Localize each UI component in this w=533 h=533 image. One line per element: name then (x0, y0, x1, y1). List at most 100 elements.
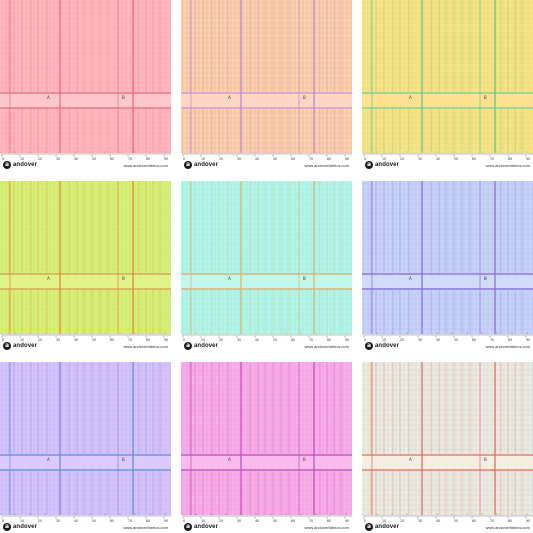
andover-logo-icon: a (3, 342, 11, 350)
ruler-number: 90 (526, 519, 530, 522)
ruler-number: 20 (400, 338, 404, 341)
fabric-swatch-yellow: A B 0 10 20 30 40 50 60 70 80 90 a andover www.andover… (362, 0, 533, 171)
ruler-number: 70 (309, 519, 313, 522)
band-label-b: B (303, 457, 306, 462)
ruler-number: 50 (454, 519, 458, 522)
ruler-number: 80 (508, 338, 512, 341)
ruler-number: 20 (400, 519, 404, 522)
ruler-number: 50 (454, 338, 458, 341)
selvage-ruler: 0 10 20 30 40 50 60 70 80 90 (1, 153, 171, 160)
ruler-number: 10 (382, 519, 386, 522)
brand-mark: a andover (3, 523, 37, 531)
ruler-number: 60 (472, 519, 476, 522)
brand-mark: a andover (184, 342, 218, 350)
ruler-number: 50 (454, 157, 458, 160)
ruler-number: 70 (490, 338, 494, 341)
ruler-number: 80 (327, 519, 331, 522)
ruler-number: 70 (128, 338, 132, 341)
brand-name: andover (375, 524, 400, 530)
band-label-a: A (228, 457, 231, 462)
ruler-number: 10 (201, 519, 205, 522)
measurement-band (362, 92, 533, 109)
brand-mark: a andover (184, 523, 218, 531)
ruler-number: 0 (2, 338, 4, 341)
andover-logo-icon: a (3, 161, 11, 169)
selvage-ruler: 0 10 20 30 40 50 60 70 80 90 (363, 515, 533, 522)
band-label-b: B (484, 95, 487, 100)
ruler-number: 10 (20, 519, 24, 522)
selvage-strip: 0 10 20 30 40 50 60 70 80 90 a andover www.andoverfa… (181, 334, 352, 352)
fabric-swatch-magenta: A B 0 10 20 30 40 50 60 70 80 90 a andover www.andover… (181, 362, 352, 533)
ruler-number: 20 (219, 338, 223, 341)
selvage-strip: 0 10 20 30 40 50 60 70 80 90 a andover www.andoverfa… (362, 515, 533, 533)
ruler-number: 60 (291, 519, 295, 522)
ruler-number: 0 (183, 519, 185, 522)
website-url: www.andoverfabrics.com (485, 163, 530, 168)
ruler-number: 40 (74, 338, 78, 341)
ruler-number: 60 (291, 157, 295, 160)
ruler-number: 60 (291, 338, 295, 341)
band-label-b: B (484, 276, 487, 281)
brand-name: andover (13, 343, 38, 349)
ruler-number: 30 (237, 157, 241, 160)
ruler-number: 20 (400, 157, 404, 160)
ruler-number: 10 (20, 157, 24, 160)
selvage-ruler: 0 10 20 30 40 50 60 70 80 90 (182, 334, 352, 341)
ruler-number: 80 (508, 157, 512, 160)
brand-name: andover (194, 343, 219, 349)
brand-mark: a andover (365, 342, 399, 350)
ruler-number: 10 (20, 338, 24, 341)
measurement-band (181, 92, 352, 109)
band-label-a: A (409, 95, 412, 100)
ruler-number: 40 (255, 519, 259, 522)
selvage-strip: 0 10 20 30 40 50 60 70 80 90 a andover www.andoverfa… (0, 515, 171, 533)
brand-mark: a andover (365, 523, 399, 531)
ruler-number: 80 (146, 519, 150, 522)
ruler-number: 70 (128, 519, 132, 522)
band-label-b: B (484, 457, 487, 462)
selvage-strip: 0 10 20 30 40 50 60 70 80 90 a andover www.andoverfa… (362, 334, 533, 352)
ruler-number: 50 (92, 157, 96, 160)
website-url: www.andoverfabrics.com (123, 344, 168, 349)
ruler-number: 80 (146, 157, 150, 160)
fabric-swatch-lime: A B 0 10 20 30 40 50 60 70 80 90 a andover www.andover… (0, 181, 171, 352)
selvage-strip: 0 10 20 30 40 50 60 70 80 90 a andover www.andoverfa… (0, 153, 171, 171)
ruler-number: 90 (526, 338, 530, 341)
ruler-number: 0 (364, 338, 366, 341)
ruler-number: 90 (164, 338, 168, 341)
ruler-number: 40 (74, 157, 78, 160)
ruler-number: 50 (273, 157, 277, 160)
fabric-swatch-periwinkle: A B 0 10 20 30 40 50 60 70 80 90 a andover www.andover… (362, 181, 533, 352)
ruler-number: 50 (92, 338, 96, 341)
band-label-b: B (122, 95, 125, 100)
ruler-number: 70 (490, 519, 494, 522)
band-label-a: A (47, 457, 50, 462)
website-url: www.andoverfabrics.com (123, 163, 168, 168)
selvage-ruler: 0 10 20 30 40 50 60 70 80 90 (1, 334, 171, 341)
fabric-swatch-pink: A B 0 10 20 30 40 50 60 70 80 90 a andover www.andover… (0, 0, 171, 171)
ruler-number: 20 (219, 157, 223, 160)
ruler-number: 30 (56, 519, 60, 522)
band-label-b: B (303, 95, 306, 100)
band-label-a: A (47, 276, 50, 281)
measurement-band (0, 454, 171, 471)
andover-logo-icon: a (365, 161, 373, 169)
fabric-swatch-cream: A B 0 10 20 30 40 50 60 70 80 90 a andover www.andover… (362, 362, 533, 533)
website-url: www.andoverfabrics.com (123, 525, 168, 530)
andover-logo-icon: a (365, 523, 373, 531)
ruler-number: 40 (255, 157, 259, 160)
brand-name: andover (375, 162, 400, 168)
ruler-number: 70 (309, 157, 313, 160)
band-label-a: A (228, 95, 231, 100)
andover-logo-icon: a (365, 342, 373, 350)
brand-name: andover (13, 524, 38, 530)
ruler-number: 70 (490, 157, 494, 160)
ruler-number: 10 (201, 338, 205, 341)
ruler-number: 90 (526, 157, 530, 160)
ruler-number: 60 (110, 157, 114, 160)
